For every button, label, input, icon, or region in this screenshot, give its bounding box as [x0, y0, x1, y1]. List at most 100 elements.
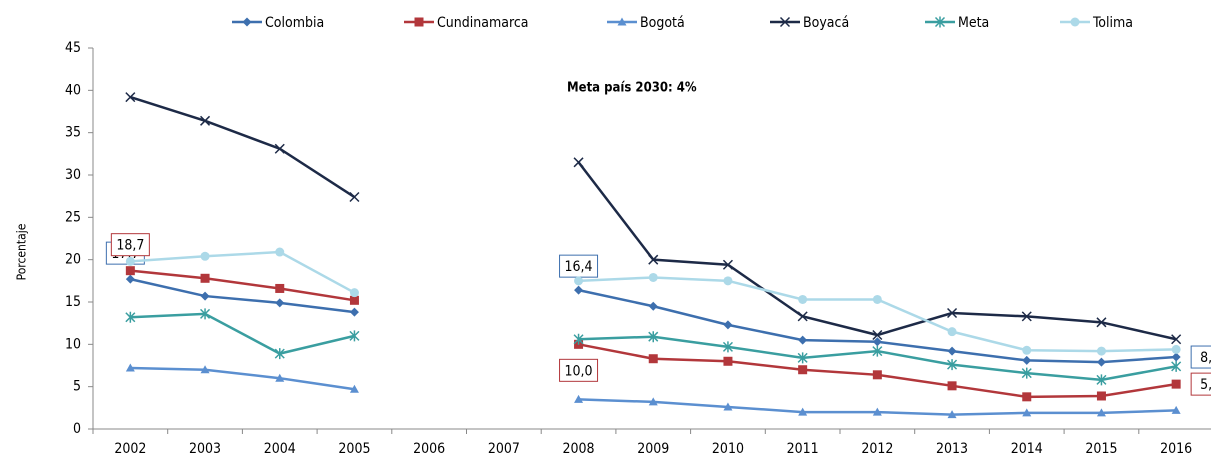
marker: [349, 330, 360, 342]
annotation: Meta país 2030: 4%: [567, 81, 697, 96]
x-tick-label: 2016: [1160, 441, 1192, 457]
x-tick-label: 2007: [488, 441, 520, 457]
value-label: 16,4: [565, 259, 593, 275]
marker: [723, 402, 733, 411]
marker: [798, 407, 808, 416]
y-tick-label: 5: [73, 379, 81, 395]
marker: [872, 407, 882, 416]
marker: [125, 266, 135, 276]
value-label-box: [1190, 372, 1211, 396]
y-tick-label: 15: [65, 294, 81, 310]
value-label-box: [559, 358, 599, 382]
legend-label: Tolima: [1092, 15, 1133, 31]
y-tick-label: 45: [65, 40, 81, 56]
marker: [947, 307, 958, 319]
marker: [1021, 367, 1032, 379]
marker: [947, 327, 957, 337]
x-tick-label: 2003: [189, 441, 221, 457]
marker: [1096, 346, 1106, 356]
marker: [1171, 360, 1182, 372]
series: [125, 17, 1181, 367]
marker: [275, 373, 285, 382]
marker: [349, 288, 359, 298]
x-tick-label: 2005: [338, 441, 370, 457]
y-tick-label: 40: [65, 82, 81, 98]
marker: [573, 333, 584, 345]
marker: [648, 397, 658, 406]
marker: [648, 301, 658, 311]
value-label: 5,3: [1200, 377, 1211, 393]
value-label-box: [1190, 345, 1211, 369]
marker: [1096, 374, 1107, 386]
x-tick-label: 2010: [712, 441, 744, 457]
marker: [1096, 408, 1106, 417]
series: [125, 16, 1182, 386]
marker: [872, 294, 882, 304]
marker: [797, 311, 808, 322]
marker: [1096, 317, 1107, 328]
marker: [349, 191, 360, 203]
marker: [648, 354, 658, 364]
marker: [574, 285, 584, 295]
marker: [1171, 344, 1181, 354]
y-axis-label: Porcentaje: [15, 223, 29, 280]
x-tick-label: 2014: [1011, 441, 1043, 457]
marker: [200, 291, 210, 301]
marker: [200, 251, 210, 261]
marker: [274, 143, 285, 154]
series: [125, 17, 1181, 402]
marker: [1021, 311, 1032, 322]
marker: [274, 348, 285, 360]
marker: [872, 337, 882, 347]
marker: [1022, 408, 1032, 417]
y-tick-label: 10: [65, 336, 81, 352]
line: [130, 366, 1177, 416]
x-tick-label: 2012: [861, 441, 893, 457]
line: [130, 312, 1177, 382]
marker: [200, 273, 210, 283]
marker: [722, 341, 733, 353]
marker: [574, 276, 584, 286]
x-tick-label: 2002: [114, 441, 146, 457]
marker: [1022, 392, 1032, 402]
marker: [125, 256, 135, 266]
series: [125, 17, 1181, 419]
marker: [1171, 379, 1181, 389]
y-tick-label: 25: [65, 209, 81, 225]
marker: [275, 298, 285, 308]
marker: [648, 272, 658, 282]
series: [125, 16, 1182, 345]
marker: [723, 276, 733, 286]
marker: [125, 92, 136, 103]
y-tick-label: 20: [65, 252, 81, 268]
value-label: 10,0: [565, 363, 593, 379]
series: [125, 17, 1181, 356]
marker: [723, 320, 733, 330]
value-label: 8,5: [1200, 350, 1211, 366]
marker: [1022, 355, 1032, 365]
marker: [1022, 345, 1032, 355]
value-label: 18,7: [116, 238, 144, 254]
marker: [1171, 334, 1182, 345]
marker: [947, 346, 957, 356]
marker: [798, 335, 808, 345]
marker: [275, 283, 285, 293]
marker: [200, 365, 210, 374]
marker: [574, 394, 584, 403]
legend-label: Meta: [958, 15, 989, 31]
x-tick-label: 2013: [936, 441, 968, 457]
x-tick-label: 2009: [637, 441, 669, 457]
marker: [947, 381, 957, 391]
marker: [125, 311, 136, 323]
y-tick-label: 30: [65, 167, 81, 183]
legend-label: Cundinamarca: [437, 15, 528, 31]
marker: [648, 331, 659, 343]
marker: [872, 370, 882, 380]
legend-label: Colombia: [265, 15, 324, 31]
marker: [349, 295, 359, 305]
marker: [798, 365, 808, 375]
x-tick-label: 2004: [264, 441, 296, 457]
y-tick-label: 35: [65, 125, 81, 141]
marker: [349, 384, 359, 393]
